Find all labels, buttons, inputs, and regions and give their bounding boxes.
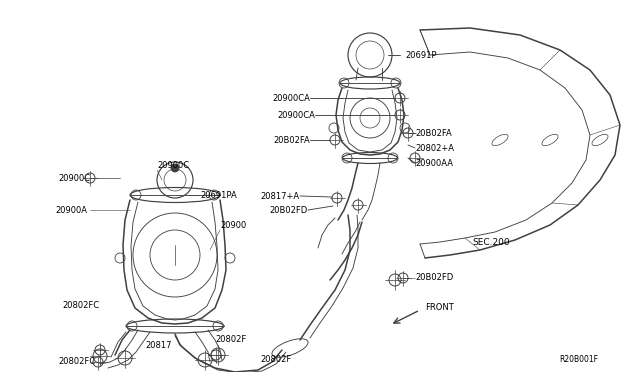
Text: 20802F: 20802F: [215, 336, 246, 344]
Text: 20900C: 20900C: [157, 160, 189, 170]
Text: 20900CA: 20900CA: [272, 93, 310, 103]
Text: 20817+A: 20817+A: [261, 192, 300, 201]
Text: SEC.200: SEC.200: [472, 237, 509, 247]
Text: 20900AA: 20900AA: [415, 158, 453, 167]
Circle shape: [171, 164, 179, 172]
Text: 20691PA: 20691PA: [200, 190, 237, 199]
Text: 20817: 20817: [145, 340, 172, 350]
Text: 20900C: 20900C: [58, 173, 90, 183]
Text: 20691P: 20691P: [405, 51, 436, 60]
Text: FRONT: FRONT: [425, 304, 454, 312]
Text: 20B02FA: 20B02FA: [415, 128, 452, 138]
Text: 20900: 20900: [220, 221, 246, 230]
Text: 20B02FD: 20B02FD: [269, 205, 308, 215]
Text: 20802F: 20802F: [260, 356, 291, 365]
Text: 20B02FD: 20B02FD: [415, 273, 453, 282]
Text: 20B02FA: 20B02FA: [273, 135, 310, 144]
Text: 20900A: 20900A: [55, 205, 87, 215]
Text: 20802FC: 20802FC: [58, 357, 95, 366]
Text: 20802FC: 20802FC: [62, 301, 99, 310]
Text: 20802+A: 20802+A: [415, 144, 454, 153]
Text: 20900CA: 20900CA: [277, 110, 315, 119]
Text: R20B001F: R20B001F: [559, 356, 598, 365]
